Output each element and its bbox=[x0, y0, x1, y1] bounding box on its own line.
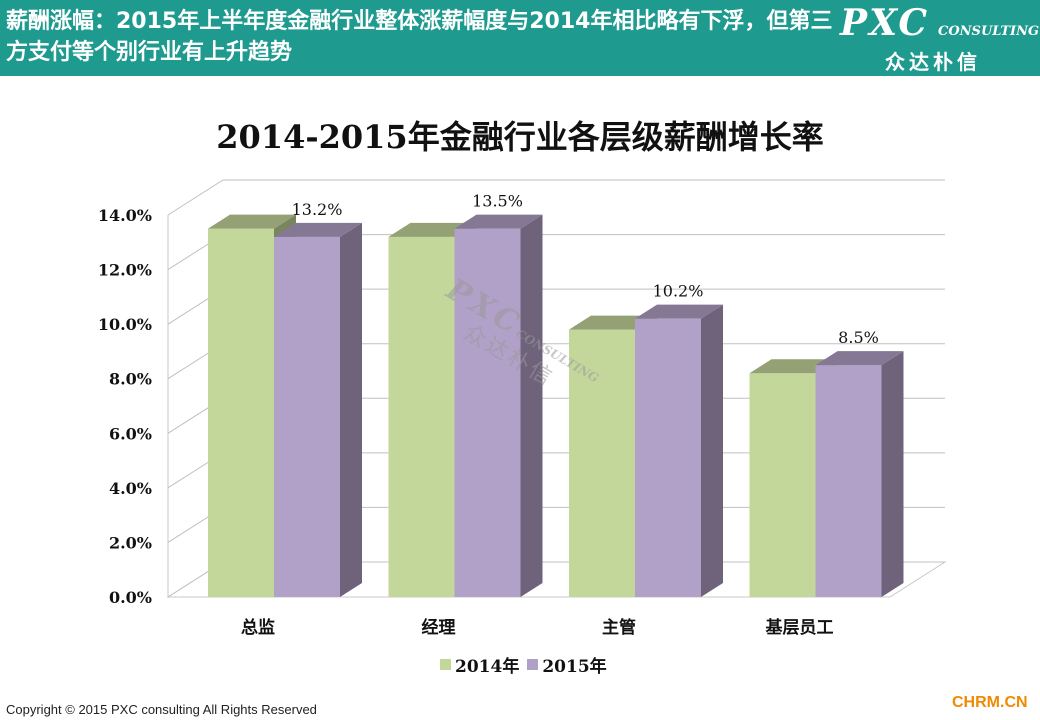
y-tick-label: 6.0% bbox=[109, 424, 152, 443]
site-logo-text: CHRM.CN bbox=[952, 694, 1028, 711]
data-label: 13.5% bbox=[472, 192, 523, 211]
bar-side bbox=[701, 304, 723, 597]
bar-top bbox=[208, 214, 296, 229]
bar-top bbox=[815, 351, 904, 366]
pxc-logo: PXC bbox=[840, 2, 930, 44]
y-tick-label: 14.0% bbox=[98, 206, 152, 225]
legend-swatch-2014 bbox=[440, 659, 451, 670]
y-tick-label: 8.0% bbox=[109, 370, 152, 389]
y-tick-label: 10.0% bbox=[98, 315, 152, 334]
legend-item-2014: 2014年 bbox=[440, 652, 519, 677]
chart-legend: 2014年 2015年 bbox=[440, 652, 615, 677]
bar-2014年-主管 bbox=[569, 329, 635, 597]
pxc-logo-chinese: 众达朴信 bbox=[885, 50, 981, 74]
copyright-text: Copyright © 2015 PXC consulting All Righ… bbox=[6, 702, 317, 717]
legend-swatch-2015 bbox=[527, 659, 539, 670]
chart-title: 2014-2015年金融行业各层级薪酬增长率 bbox=[216, 118, 824, 156]
bar-2014年-经理 bbox=[388, 236, 455, 598]
y-tick-label: 12.0% bbox=[98, 261, 152, 280]
bar-2015年-经理 bbox=[454, 228, 521, 597]
header-banner: 薪酬涨幅：2015年上半年度金融行业整体涨薪幅度与2014年相比略有下浮，但第三… bbox=[0, 0, 1040, 76]
gridline bbox=[167, 179, 945, 216]
legend-label-2015: 2015年 bbox=[542, 657, 607, 677]
data-label: 13.2% bbox=[292, 200, 343, 219]
bar-side bbox=[340, 222, 362, 598]
bar-top bbox=[454, 214, 543, 229]
bar-top bbox=[274, 222, 362, 237]
slide-title: 薪酬涨幅：2015年上半年度金融行业整体涨薪幅度与2014年相比略有下浮，但第三… bbox=[6, 9, 833, 65]
bar-side bbox=[520, 214, 543, 597]
bar-2014年-总监 bbox=[208, 228, 274, 597]
bar-side bbox=[881, 351, 904, 597]
bar-top bbox=[635, 304, 723, 319]
bar-2014年-基层员工 bbox=[749, 373, 816, 597]
x-tick-label: 总监 bbox=[241, 617, 275, 638]
legend-label-2014: 2014年 bbox=[455, 657, 520, 677]
data-label: 10.2% bbox=[653, 282, 704, 301]
bar-2015年-基层员工 bbox=[815, 365, 882, 597]
legend-item-2015: 2015年 bbox=[527, 652, 607, 677]
x-tick-label: 经理 bbox=[422, 617, 456, 638]
y-tick-label: 4.0% bbox=[109, 479, 152, 498]
x-tick-label: 基层员工 bbox=[765, 617, 834, 638]
data-label: 8.5% bbox=[838, 328, 879, 347]
pxc-logo-consulting: CONSULTING bbox=[938, 24, 1040, 39]
bar-2015年-总监 bbox=[274, 236, 340, 598]
bar-2015年-主管 bbox=[635, 318, 701, 597]
y-tick-label: 2.0% bbox=[109, 533, 152, 552]
y-tick-label: 0.0% bbox=[109, 588, 152, 607]
x-tick-label: 主管 bbox=[602, 617, 636, 638]
